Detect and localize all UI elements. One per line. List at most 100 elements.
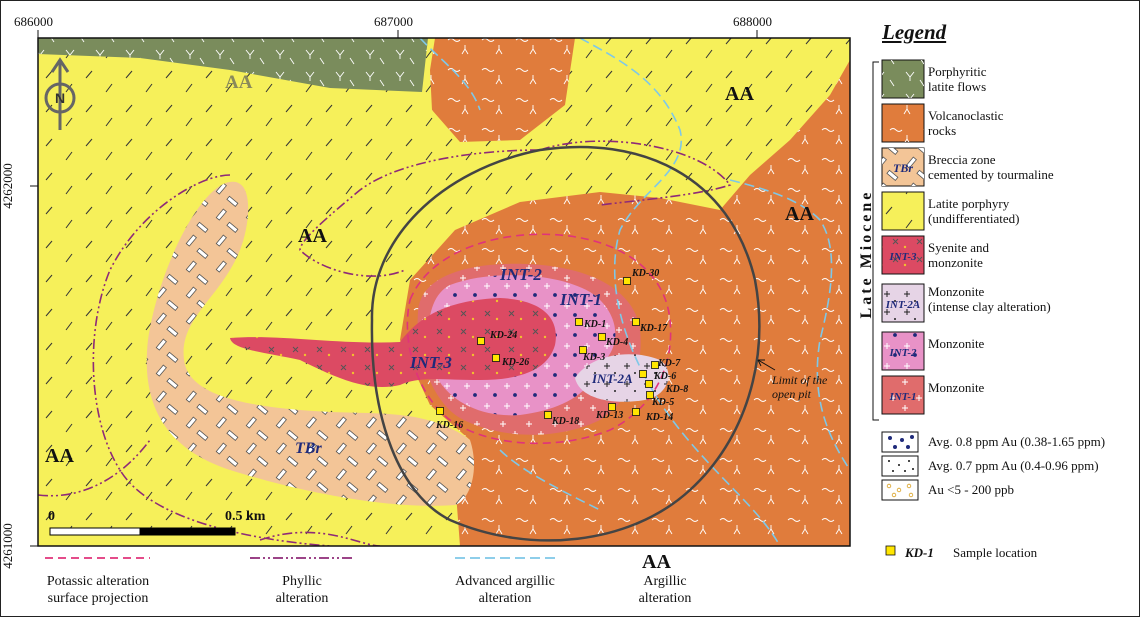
legend-swatch-pattern — [882, 60, 924, 98]
legend-label-int2a: Monzonite (intense clay alteration) — [928, 284, 1051, 314]
legend-title: Legend — [882, 20, 947, 44]
legend-swatch-code: INT-2A — [885, 299, 920, 311]
advanced-argillic-boundary — [419, 38, 850, 546]
legend-argillic-label: Argillic alteration — [638, 574, 692, 606]
sample-label: KD-14 — [645, 412, 673, 423]
legend-swatch-pattern — [882, 236, 924, 274]
sample-label: KD-30 — [631, 268, 659, 279]
tbr-label: TBr — [295, 440, 322, 457]
coord-y-4262000: 4262000 — [0, 163, 15, 209]
legend-gold-low: Au <5 - 200 ppb — [928, 482, 1015, 497]
coord-x-688000: 688000 — [733, 14, 772, 29]
aa-label-ne: AA — [725, 83, 754, 105]
legend-argillic-code: AA — [642, 551, 671, 573]
sample-label: KD-13 — [595, 410, 623, 421]
pit-limit-label: Limit of the open pit — [771, 373, 828, 401]
int3-label: INT-3 — [409, 353, 452, 372]
coord-x-687000: 687000 — [374, 14, 413, 29]
legend-swatch-code: TBr — [893, 161, 913, 175]
int1-label: INT-1 — [559, 290, 602, 309]
phyllic-boundary-south — [38, 439, 381, 546]
sample-marker — [608, 403, 616, 411]
coordinate-ticks — [30, 30, 758, 547]
legend-swatch-code: INT-1 — [888, 391, 916, 403]
legend-label-volcanoclastic: Volcanoclastic rocks — [928, 108, 1004, 138]
legend-label-int1: Monzonite — [928, 380, 985, 395]
aa-label-nw: AA — [225, 72, 253, 93]
scale-end-label: 0.5 km — [225, 509, 266, 524]
legend-label-int2: Monzonite — [928, 336, 985, 351]
aa-label-e: AA — [785, 203, 814, 225]
sample-marker — [575, 318, 583, 326]
sample-marker — [477, 337, 485, 345]
sample-label: KD-24 — [489, 330, 517, 341]
legend-label-latite-flows: Porphyritic latite flows — [928, 64, 987, 94]
sample-marker — [632, 318, 640, 326]
sample-marker — [632, 408, 640, 416]
sample-label: KD-7 — [657, 358, 681, 369]
phyllic-alteration-boundary — [92, 140, 732, 546]
legend-boxes: TBr INT-3 INT-2A INT-2 INT-1 — [881, 59, 925, 415]
sample-marker — [579, 346, 587, 354]
map-labels: AA AA AA AA AA INT-1 INT-2 INT-2A INT-3 … — [45, 72, 814, 467]
potassic-alteration-boundary — [406, 233, 672, 445]
sample-label: KD-16 — [435, 420, 463, 431]
pit-annotation: Limit of the open pit — [757, 359, 828, 401]
aa-label-center: AA — [298, 225, 327, 247]
legend-phyllic-label: Phyllic alteration — [275, 574, 329, 606]
legend-swatch-pattern — [882, 148, 924, 186]
scale-bar — [49, 527, 236, 536]
sample-label: KD-18 — [551, 416, 579, 427]
sample-label: KD-17 — [639, 323, 668, 334]
legend-age-label: Late Miocene — [858, 189, 875, 319]
legend-label-breccia: Breccia zone cemented by tourmaline — [928, 152, 1054, 182]
legend-gold-high: Avg. 0.8 ppm Au (0.38-1.65 ppm) — [928, 434, 1106, 449]
legend-sample-text: Sample location — [953, 545, 1038, 560]
aa-label-sw: AA — [45, 445, 74, 467]
map-body: KD-30 KD-1 KD-17 KD-24 KD-4KD-3 KD-26 KD-7 KD-6… — [38, 38, 850, 546]
scale-zero-label: 0 — [48, 509, 55, 524]
legend-swatch-code: INT-2 — [888, 347, 917, 359]
open-pit-limit — [370, 145, 761, 542]
sample-marker — [598, 333, 606, 341]
legend-swatch-pattern — [882, 104, 924, 142]
legend-advanced-label: Advanced argillic alteration — [455, 574, 555, 606]
sample-marker — [623, 277, 631, 285]
north-label: N — [55, 90, 65, 106]
sample-label: KD-3 — [582, 352, 605, 363]
legend-bracket — [872, 61, 879, 421]
legend-swatch-code: INT-3 — [888, 251, 917, 263]
sample-marker — [492, 354, 500, 362]
sample-marker — [436, 407, 444, 415]
sample-marker — [645, 380, 653, 388]
legend-swatch-pattern — [882, 192, 924, 230]
sample-locations: KD-30 KD-1 KD-17 KD-24 KD-4KD-3 KD-26 KD-7 KD-6… — [435, 268, 688, 431]
int2-label: INT-2 — [499, 265, 542, 284]
int2a-label: INT-2A — [591, 371, 633, 386]
coord-y-4261000: 4261000 — [0, 523, 15, 569]
sample-marker — [544, 411, 552, 419]
sample-label: KD-8 — [665, 384, 688, 395]
sample-label: KD-26 — [501, 357, 529, 368]
gold-legend-boxes — [881, 431, 919, 556]
sample-label: KD-1 — [583, 319, 606, 330]
legend-sample-id: KD-1 — [905, 545, 934, 560]
legend-swatch-pattern — [882, 284, 924, 322]
legend-label-latite-porphyry: Latite porphyry (undifferentiated) — [928, 196, 1020, 226]
north-arrow: N — [44, 57, 76, 130]
sample-label: KD-5 — [651, 397, 674, 408]
legend-gold-mid: Avg. 0.7 ppm Au (0.4-0.96 ppm) — [928, 458, 1099, 473]
legend-label-int3: Syenite and monzonite — [928, 240, 990, 270]
legend-potassic-label: Potassic alteration surface projection — [46, 574, 150, 606]
sample-marker — [651, 361, 659, 369]
legend-swatch-pattern — [882, 332, 924, 370]
coord-x-686000: 686000 — [14, 14, 53, 29]
sample-label: KD-4 — [605, 337, 628, 348]
map-border — [37, 37, 851, 547]
legend-swatch-pattern — [882, 376, 924, 414]
sample-marker — [639, 370, 647, 378]
sample-marker — [646, 391, 654, 399]
sample-label: KD-6 — [653, 371, 676, 382]
